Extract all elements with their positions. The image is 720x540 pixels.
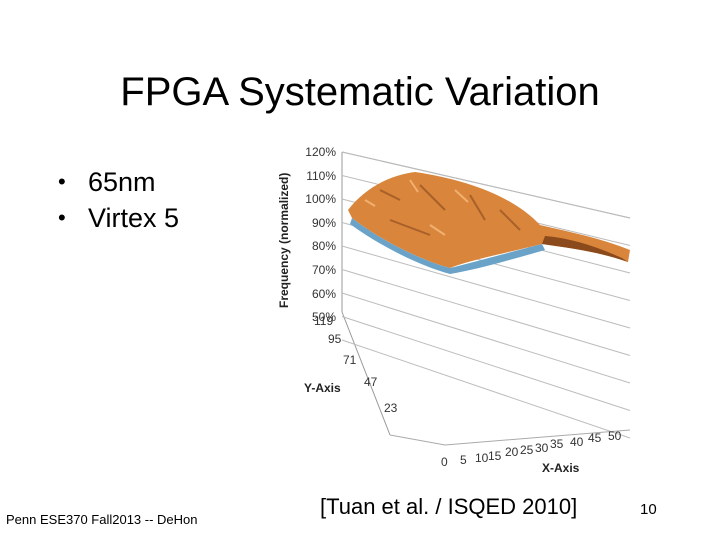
bullet-icon: •: [58, 205, 66, 230]
y-tick-label: 47: [364, 375, 378, 389]
z-tick-label: 110%: [306, 169, 336, 183]
x-tick-label: 25: [520, 443, 534, 457]
gridline: [341, 245, 631, 329]
x-tick-label: 20: [505, 445, 519, 459]
citation: [Tuan et al. / ISQED 2010]: [320, 494, 578, 519]
x-axis-label: X-Axis: [542, 461, 580, 475]
y-axis-label: Y-Axis: [304, 381, 341, 395]
y-tick-label: 23: [384, 401, 398, 415]
y-tick-label: 0: [441, 455, 448, 469]
bullet-item: • 65nm: [58, 164, 179, 200]
surface-plot-figure: 120% 110% 100% 90% 80% 70% 60% 50% Frequ…: [277, 145, 631, 475]
gridline: [341, 339, 631, 439]
frequency-surface: [348, 172, 630, 274]
x-tick-label: 50: [608, 429, 622, 443]
z-axis-label: Frequency (normalized): [277, 173, 291, 308]
x-tick-labels: 5 10 15 20 25 30 35 40 45 50: [460, 429, 622, 467]
gridline: [341, 151, 631, 219]
gridline: [341, 269, 631, 356]
z-tick-label: 70%: [312, 263, 336, 277]
gridline: [341, 292, 631, 384]
y-tick-label: 119: [314, 314, 333, 328]
gridline: [341, 316, 631, 411]
footer-course-label: Penn ESE370 Fall2013 -- DeHon: [6, 512, 198, 527]
x-tick-label: 35: [550, 437, 564, 451]
z-tick-label: 60%: [312, 287, 336, 301]
z-tick-labels: 120% 110% 100% 90% 80% 70% 60% 50%: [305, 145, 336, 324]
y-tick-label: 95: [328, 332, 342, 346]
x-tick-label: 30: [535, 441, 549, 455]
z-tick-label: 90%: [312, 216, 336, 230]
y-tick-label: 71: [343, 353, 357, 367]
x-tick-label: 5: [460, 453, 467, 467]
x-tick-label: 40: [570, 435, 584, 449]
page-number: 10: [640, 501, 657, 518]
bullet-item: • Virtex 5: [58, 200, 179, 236]
bullet-text: Virtex 5: [88, 203, 180, 233]
x-tick-label: 15: [488, 449, 502, 463]
x-tick-label: 45: [588, 431, 602, 445]
bullet-list: • 65nm • Virtex 5: [58, 164, 179, 236]
plot-floor: [389, 429, 631, 446]
z-tick-label: 100%: [305, 192, 336, 206]
z-tick-label: 120%: [305, 145, 336, 159]
bullet-text: 65nm: [88, 167, 156, 197]
x-tick-label: 10: [475, 451, 489, 465]
slide-title: FPGA Systematic Variation: [120, 70, 600, 114]
z-tick-label: 50%: [312, 310, 336, 324]
y-tick-labels: 119 95 71 47 23 0: [314, 314, 448, 469]
bullet-icon: •: [58, 169, 66, 194]
z-tick-label: 80%: [312, 239, 336, 253]
